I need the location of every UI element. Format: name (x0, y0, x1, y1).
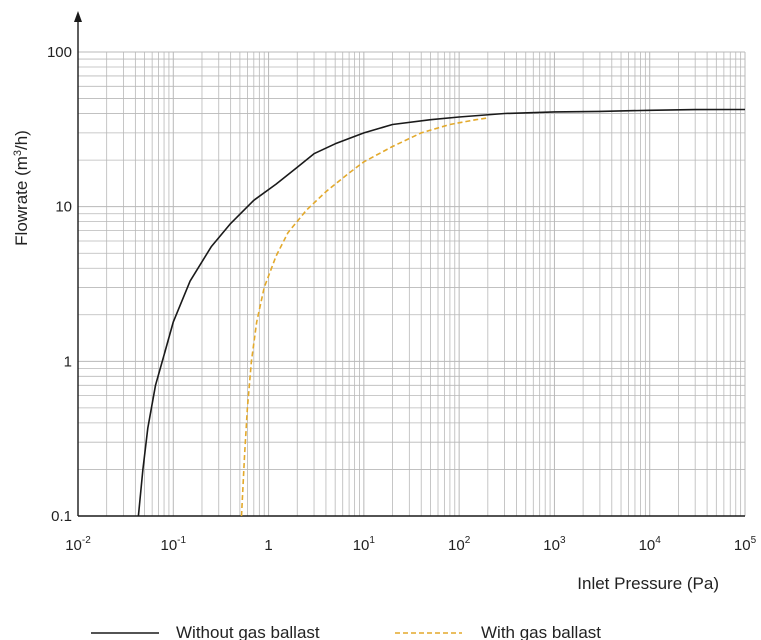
x-tick-label: 104 (639, 535, 662, 554)
grid (77, 51, 746, 517)
x-tick-label-exponent: 5 (751, 535, 757, 546)
x-tick-label-base: 1 (264, 537, 272, 554)
series-line-without-gas-ballast (137, 108, 746, 517)
x-tick-label-exponent: -1 (177, 535, 186, 546)
y-axis-title-superscript: 3 (12, 150, 24, 156)
axes (74, 11, 745, 517)
x-tick-label-exponent: 4 (655, 535, 661, 546)
x-tick-label: 10-1 (160, 535, 186, 554)
y-tick-label: 0.1 (51, 508, 72, 525)
y-tick-label: 10 (55, 199, 72, 216)
x-tick-label-base: 10 (639, 537, 656, 554)
x-tick-label-exponent: 1 (369, 535, 375, 546)
y-axis-arrowhead (74, 11, 82, 22)
x-tick-label-base: 10 (160, 537, 177, 554)
x-tick-label-exponent: 2 (465, 535, 471, 546)
legend-label-with-gas-ballast: With gas ballast (481, 623, 601, 640)
x-tick-label: 102 (448, 535, 471, 554)
y-tick-label: 100 (47, 44, 72, 61)
y-axis-title-text-1: Flowrate (m (12, 156, 31, 246)
x-tick-label-exponent: -2 (82, 535, 91, 546)
x-tick-label-base: 10 (543, 537, 560, 554)
x-tick-label-base: 10 (353, 537, 370, 554)
series-lines (137, 108, 746, 517)
x-tick-label-base: 10 (65, 537, 82, 554)
y-axis-title-text-2: /h) (12, 130, 31, 150)
x-tick-label: 101 (353, 535, 376, 554)
x-tick-label: 103 (543, 535, 566, 554)
x-tick-label: 105 (734, 535, 757, 554)
x-tick-label-base: 10 (448, 537, 465, 554)
x-tick-label: 10-2 (65, 535, 91, 554)
legend-label-without-gas-ballast: Without gas ballast (176, 623, 320, 640)
y-axis-title: Flowrate (m3/h) (12, 130, 31, 246)
x-tick-label: 1 (264, 537, 272, 554)
legend: Without gas ballast With gas ballast (91, 623, 601, 640)
y-tick-label: 1 (64, 353, 72, 370)
x-tick-label-exponent: 3 (560, 535, 566, 546)
x-tick-label-base: 10 (734, 537, 751, 554)
series-line-with-gas-ballast (240, 117, 488, 517)
x-axis-title: Inlet Pressure (Pa) (577, 574, 719, 593)
